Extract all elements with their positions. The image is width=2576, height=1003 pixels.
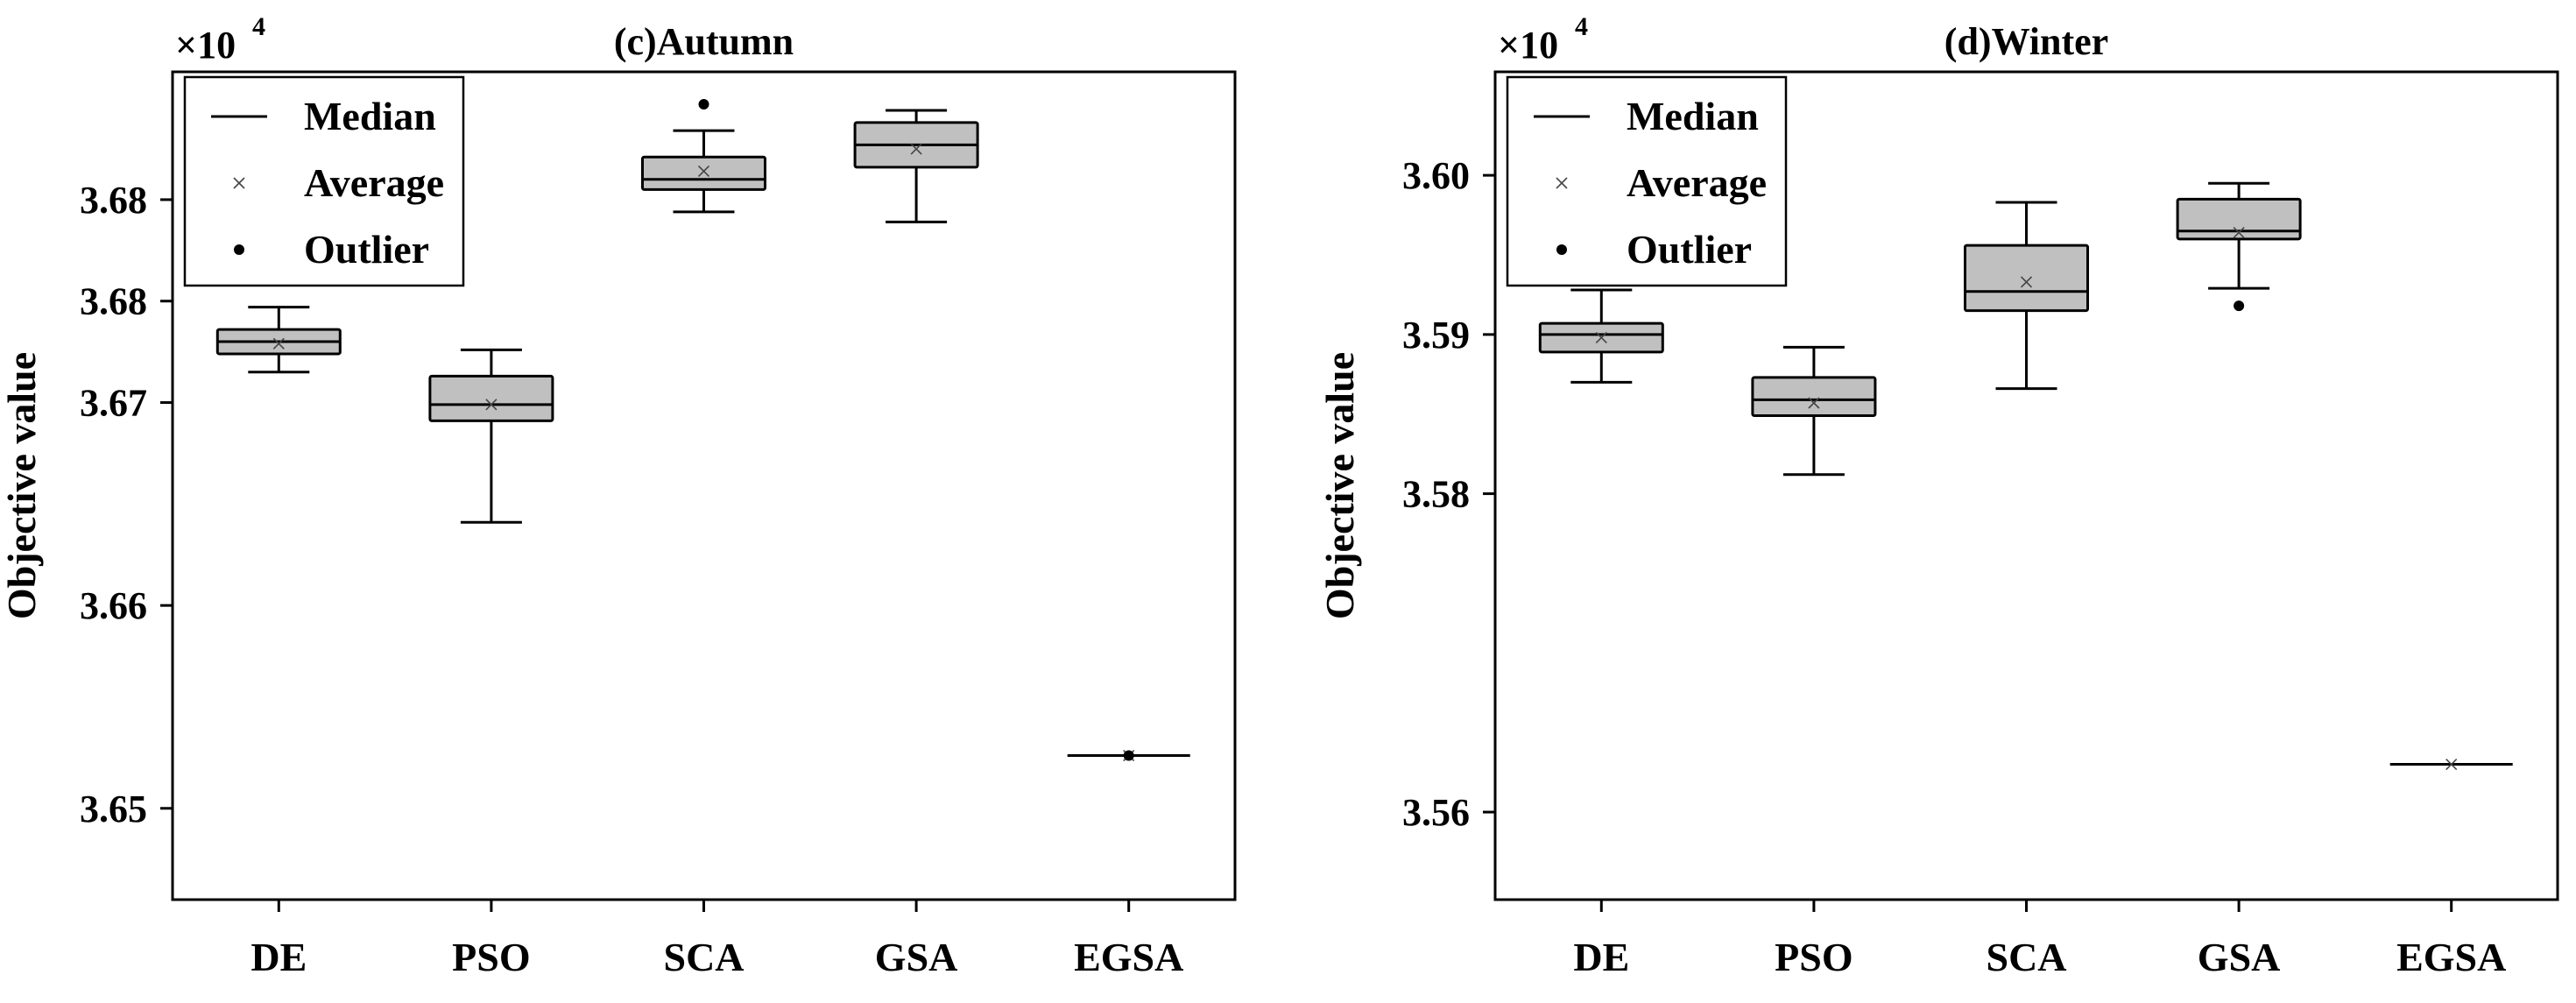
x-tick-label: DE	[1573, 935, 1629, 979]
y-tick-label: 3.68	[80, 280, 147, 323]
legend-frame	[1506, 75, 1788, 287]
y-axis-label: Objective value	[0, 352, 44, 619]
box-gsa	[853, 109, 979, 223]
chart-panel-2: (d)Winter ×10 4 Objective value 3.56 3.58 3.59…	[1317, 12, 2559, 979]
mean-marker	[272, 337, 285, 350]
y-tick-label: 3.56	[1402, 791, 1470, 834]
mean-marker	[697, 165, 710, 178]
box-de	[1538, 288, 1664, 384]
legend-average-swatch	[1556, 177, 1568, 189]
mean-marker	[1595, 331, 1607, 344]
box-iqr	[428, 374, 554, 422]
x-tick-label: PSO	[452, 935, 530, 979]
legend: Median Average Outlier	[1506, 75, 1788, 287]
box-iqr	[2176, 197, 2302, 241]
box-pso	[428, 348, 554, 524]
y-tick-label: 3.68	[80, 179, 147, 222]
legend-label-median: Median	[304, 94, 436, 138]
y-tick-label: 3.58	[1402, 473, 1470, 516]
legend-label-outlier: Outlier	[304, 227, 429, 272]
box-iqr	[1751, 376, 1877, 418]
chart-panel-1: (c)Autumn ×10 4 Objective value 3.65 3.66 3.67…	[0, 12, 1237, 979]
box-sca	[641, 99, 766, 214]
chart-title: (c)Autumn	[614, 20, 794, 63]
axis-multiplier-exponent: 4	[252, 12, 265, 41]
legend-label-outlier: Outlier	[1627, 227, 1752, 272]
box-gsa	[2176, 181, 2302, 312]
x-tick-label: DE	[251, 935, 307, 979]
box-egsa	[2389, 758, 2513, 771]
box-pso	[1751, 345, 1877, 477]
box-iqr	[1964, 244, 2089, 313]
x-tick-label: PSO	[1775, 935, 1853, 979]
box-egsa	[1067, 749, 1190, 762]
mean-marker	[2020, 276, 2033, 288]
axis-multiplier: ×10	[1498, 24, 1558, 67]
y-tick-label: 3.60	[1402, 154, 1470, 197]
legend-outlier-swatch	[1556, 244, 1567, 255]
y-tick-label: 3.66	[80, 584, 147, 627]
outlier-point	[1123, 750, 1134, 761]
legend: Median Average Outlier	[183, 75, 465, 287]
axis-multiplier-exponent: 4	[1575, 12, 1588, 41]
x-tick-label: SCA	[663, 935, 744, 979]
y-tick-label: 3.67	[80, 382, 147, 425]
legend-frame	[183, 75, 465, 287]
mean-marker	[485, 399, 498, 411]
chart-title: (d)Winter	[1944, 20, 2108, 63]
x-tick-label: GSA	[875, 935, 958, 979]
x-tick-label: EGSA	[2396, 935, 2506, 979]
box-sca	[1964, 201, 2089, 391]
y-tick-label: 3.59	[1402, 314, 1470, 357]
axis-multiplier: ×10	[175, 24, 236, 67]
mean-marker	[1808, 397, 1820, 409]
legend-label-median: Median	[1627, 94, 1759, 138]
box-iqr	[641, 155, 766, 191]
x-tick-label: SCA	[1986, 935, 2066, 979]
legend-outlier-swatch	[234, 244, 244, 255]
y-tick-label: 3.65	[80, 788, 147, 830]
mean-marker	[2445, 758, 2458, 771]
mean-marker	[910, 143, 922, 155]
outlier-point	[698, 99, 709, 110]
x-tick-label: GSA	[2198, 935, 2281, 979]
outlier-point	[2234, 300, 2245, 312]
mean-marker	[2233, 226, 2245, 239]
legend-average-swatch	[233, 177, 245, 189]
legend-label-average: Average	[1627, 160, 1767, 205]
y-axis-label: Objective value	[1317, 352, 1362, 619]
box-de	[215, 306, 342, 374]
legend-label-average: Average	[304, 160, 444, 205]
x-tick-label: EGSA	[1074, 935, 1183, 979]
